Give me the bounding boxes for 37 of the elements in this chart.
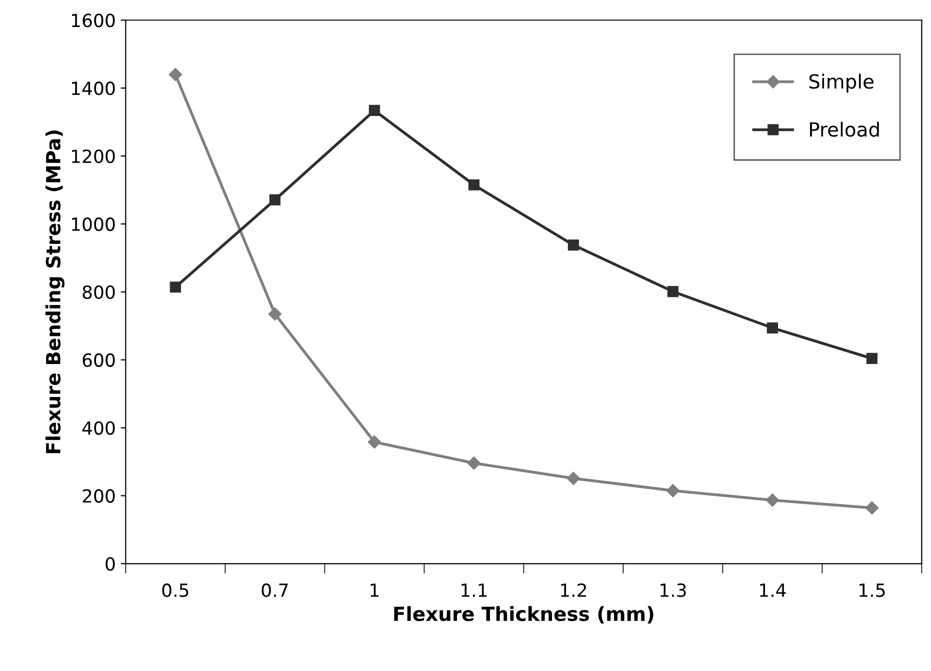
y-tick-label: 400 [82,421,115,435]
point [170,282,181,293]
y-tick-label: 1400 [72,82,115,96]
point [667,286,678,298]
point [467,456,481,470]
point [269,194,280,206]
y-tick-label: 200 [82,489,115,503]
x-tick-label: 1.5 [860,584,885,598]
y-tick-label: 800 [82,285,115,299]
point [865,501,879,515]
point [666,484,680,498]
point [866,352,878,364]
point [168,68,182,82]
point [766,322,778,334]
y-axis-title: Flexure Bending Stress (MPa) [45,130,64,454]
x-tick-label: 0.5 [162,583,188,598]
y-tick-label: 1000 [72,217,115,232]
x-tick-label: 1.4 [760,584,786,597]
legend-label: Simple [809,74,874,93]
point [368,104,380,116]
x-tick-label: 1.2 [561,583,586,597]
y-tick-label: 1600 [72,14,115,28]
y-tick-label: 600 [82,353,115,367]
point [368,435,382,449]
point [766,494,780,507]
x-axis-title: Flexure Thickness (mm) [394,606,654,624]
x-tick-label: 1.1 [462,584,487,597]
legend-label: Preload [810,122,879,137]
y-tick-label: 0 [106,557,115,571]
x-tick-label: 1.3 [660,583,686,598]
point [566,472,580,485]
x-tick-label: 1 [370,584,379,597]
point [268,307,282,321]
x-tick-label: 0.7 [262,583,288,598]
point [468,179,480,190]
y-tick-label: 1200 [72,149,115,164]
point [568,239,579,251]
